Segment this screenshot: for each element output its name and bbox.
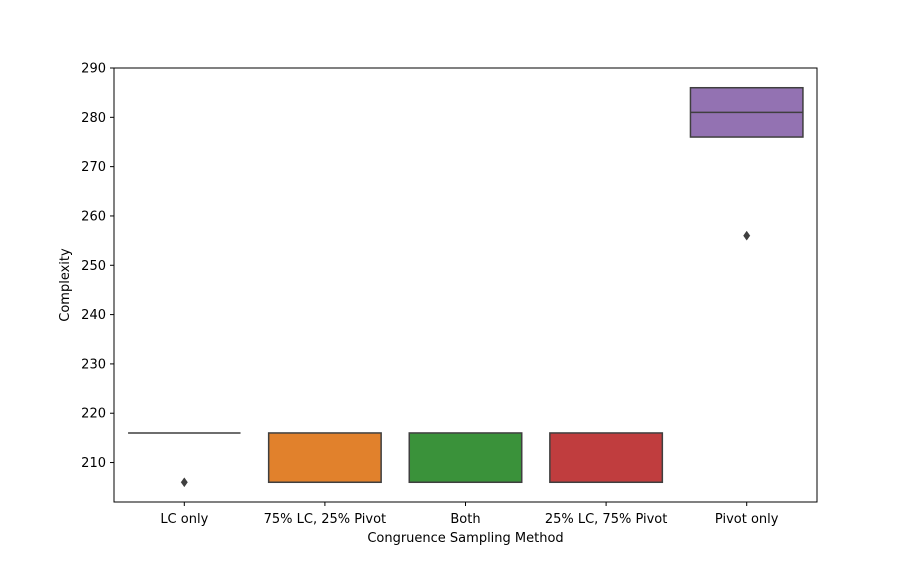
x-tick-label: Pivot only (715, 512, 779, 527)
y-axis-title: Complexity (58, 248, 73, 322)
y-tick-label: 260 (81, 209, 106, 224)
box-group (267, 432, 382, 484)
y-tick-label: 220 (81, 407, 106, 422)
y-tick-label: 240 (81, 308, 106, 323)
x-tick-label: 75% LC, 25% Pivot (264, 512, 387, 527)
outlier-point (743, 230, 751, 241)
box-group (128, 432, 241, 488)
x-tick-label: LC only (160, 512, 208, 527)
y-tick-label: 210 (81, 456, 106, 471)
box-group (689, 86, 804, 241)
x-tick-label: 25% LC, 75% Pivot (545, 512, 668, 527)
box-body (549, 432, 664, 484)
x-tick-label: Both (450, 512, 480, 527)
y-tick-label: 280 (81, 111, 106, 126)
x-axis-ticks: LC only 75% LC, 25% Pivot Both 25% LC, 75% … (160, 502, 779, 527)
plot-marks (128, 86, 804, 488)
box-body (408, 432, 523, 484)
y-axis-ticks: 210 220 230 240 250 260 270 280 290 (81, 62, 114, 471)
x-axis-title: Congruence Sampling Method (367, 531, 563, 546)
box-group (549, 432, 664, 484)
box-group (408, 432, 523, 484)
y-tick-label: 250 (81, 259, 106, 274)
outlier-point (180, 477, 188, 488)
y-tick-label: 270 (81, 160, 106, 175)
box-body (267, 432, 382, 484)
y-tick-label: 290 (81, 62, 106, 77)
y-tick-label: 230 (81, 357, 106, 372)
